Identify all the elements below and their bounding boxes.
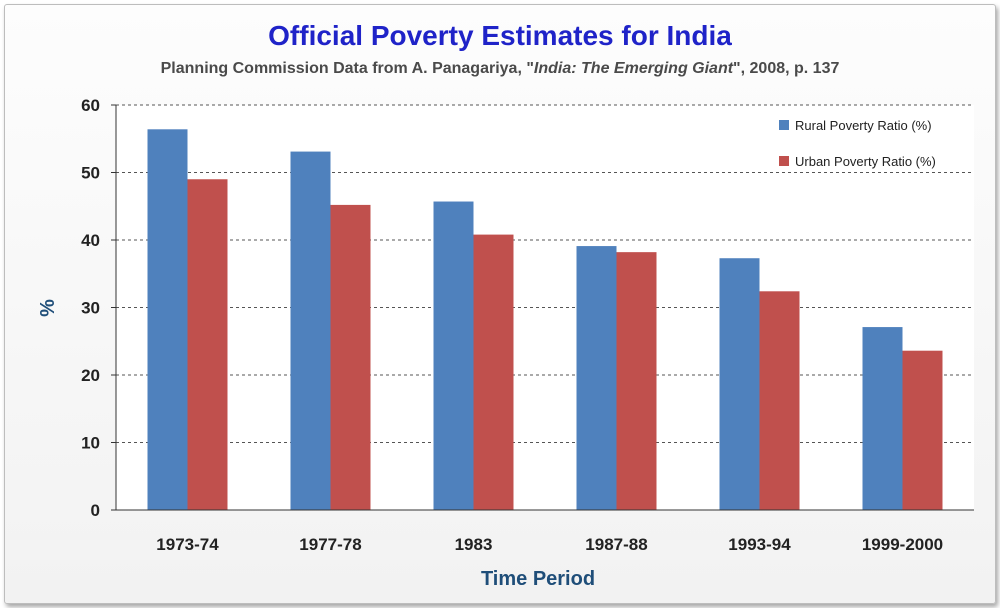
legend-swatch-urban <box>779 156 789 166</box>
bar-rural <box>290 151 331 510</box>
legend-label-urban: Urban Poverty Ratio (%) <box>795 153 936 169</box>
y-tick-label: 0 <box>91 501 100 520</box>
bar-rural <box>862 327 903 510</box>
y-tick-label: 60 <box>81 96 100 115</box>
x-tick-label: 1973-74 <box>156 535 219 554</box>
subtitle-prefix: Planning Commission Data from A. Panagar… <box>160 60 534 77</box>
legend-item-urban: Urban Poverty Ratio (%) <box>779 151 969 171</box>
y-tick-label: 30 <box>81 299 100 318</box>
bar-urban <box>330 204 371 510</box>
bar-urban <box>616 252 657 510</box>
x-tick-label: 1987-88 <box>585 535 647 554</box>
x-tick-label: 1983 <box>455 535 493 554</box>
x-tick-label: 1999-2000 <box>862 535 943 554</box>
bar-urban <box>902 350 943 510</box>
x-axis-title: Time Period <box>481 568 595 590</box>
legend-swatch-rural <box>779 120 789 130</box>
legend-label-rural: Rural Poverty Ratio (%) <box>795 117 932 133</box>
bar-rural <box>719 258 760 510</box>
legend-item-rural: Rural Poverty Ratio (%) <box>779 115 969 135</box>
subtitle-book-title: India: The Emerging Giant <box>533 60 734 77</box>
y-tick-label: 40 <box>81 231 100 250</box>
x-tick-label: 1993-94 <box>728 535 791 554</box>
bar-rural <box>433 201 474 510</box>
y-tick-label: 20 <box>81 366 100 385</box>
legend: Rural Poverty Ratio (%) Urban Poverty Ra… <box>779 115 969 187</box>
bar-urban <box>473 234 514 510</box>
bar-rural <box>576 246 617 510</box>
y-axis-title: % <box>37 299 59 317</box>
bar-urban <box>187 179 228 510</box>
x-tick-label: 1977-78 <box>299 535 361 554</box>
subtitle-suffix: ", 2008, p. 137 <box>733 60 840 77</box>
bar-urban <box>759 291 800 510</box>
y-tick-label: 10 <box>81 434 100 453</box>
y-tick-label: 50 <box>81 164 100 183</box>
chart-subtitle: Planning Commission Data from A. Panagar… <box>0 60 1000 78</box>
chart-title: Official Poverty Estimates for India <box>268 20 732 51</box>
bar-rural <box>147 129 188 511</box>
